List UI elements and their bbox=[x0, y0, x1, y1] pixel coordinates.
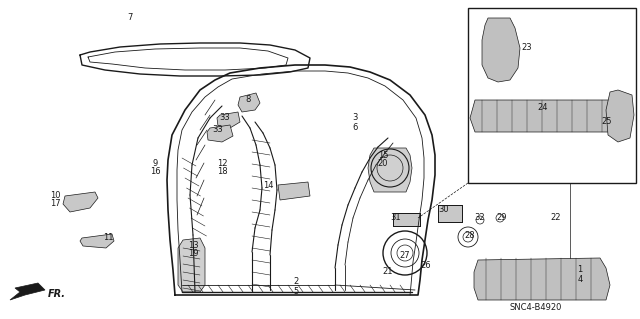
Text: 14: 14 bbox=[263, 181, 273, 189]
Text: 10: 10 bbox=[50, 190, 60, 199]
Text: FR.: FR. bbox=[48, 289, 66, 299]
Polygon shape bbox=[278, 182, 310, 200]
Text: 5: 5 bbox=[293, 286, 299, 295]
Polygon shape bbox=[474, 258, 610, 300]
Text: 20: 20 bbox=[378, 160, 388, 168]
Polygon shape bbox=[368, 148, 412, 192]
Text: 2: 2 bbox=[293, 278, 299, 286]
Text: 28: 28 bbox=[465, 231, 476, 240]
Polygon shape bbox=[217, 112, 240, 128]
Text: 21: 21 bbox=[383, 268, 393, 277]
Text: 1: 1 bbox=[577, 265, 582, 275]
Polygon shape bbox=[470, 100, 625, 132]
Text: 16: 16 bbox=[150, 167, 160, 176]
Text: 12: 12 bbox=[217, 159, 227, 167]
Text: 9: 9 bbox=[152, 159, 157, 167]
Polygon shape bbox=[238, 93, 260, 112]
Polygon shape bbox=[393, 213, 420, 226]
Text: SNC4-B4920: SNC4-B4920 bbox=[510, 303, 562, 313]
Text: 30: 30 bbox=[438, 205, 449, 214]
Text: 32: 32 bbox=[475, 213, 485, 222]
Bar bbox=[468, 8, 636, 183]
Text: 22: 22 bbox=[551, 213, 561, 222]
Text: 33: 33 bbox=[220, 114, 230, 122]
Polygon shape bbox=[438, 205, 462, 222]
Polygon shape bbox=[606, 90, 634, 142]
Text: 23: 23 bbox=[522, 43, 532, 53]
Text: 27: 27 bbox=[400, 251, 410, 261]
Text: 13: 13 bbox=[188, 241, 198, 249]
Polygon shape bbox=[207, 125, 233, 142]
Text: 8: 8 bbox=[245, 95, 251, 105]
Polygon shape bbox=[482, 18, 520, 82]
Text: 17: 17 bbox=[50, 199, 60, 209]
Text: 19: 19 bbox=[188, 249, 198, 258]
Text: 18: 18 bbox=[217, 167, 227, 176]
Text: 15: 15 bbox=[378, 151, 388, 160]
Text: 11: 11 bbox=[103, 234, 113, 242]
Polygon shape bbox=[80, 234, 114, 248]
Text: 33: 33 bbox=[212, 125, 223, 135]
Polygon shape bbox=[63, 192, 98, 212]
Text: 31: 31 bbox=[390, 213, 401, 222]
Text: 6: 6 bbox=[352, 122, 358, 131]
Text: 4: 4 bbox=[577, 275, 582, 284]
Text: 3: 3 bbox=[352, 114, 358, 122]
Text: 29: 29 bbox=[497, 213, 508, 222]
Text: 7: 7 bbox=[127, 13, 132, 23]
Text: 25: 25 bbox=[602, 117, 612, 127]
Polygon shape bbox=[10, 283, 45, 300]
Polygon shape bbox=[178, 238, 205, 292]
Text: 26: 26 bbox=[420, 261, 431, 270]
Text: 24: 24 bbox=[538, 103, 548, 113]
